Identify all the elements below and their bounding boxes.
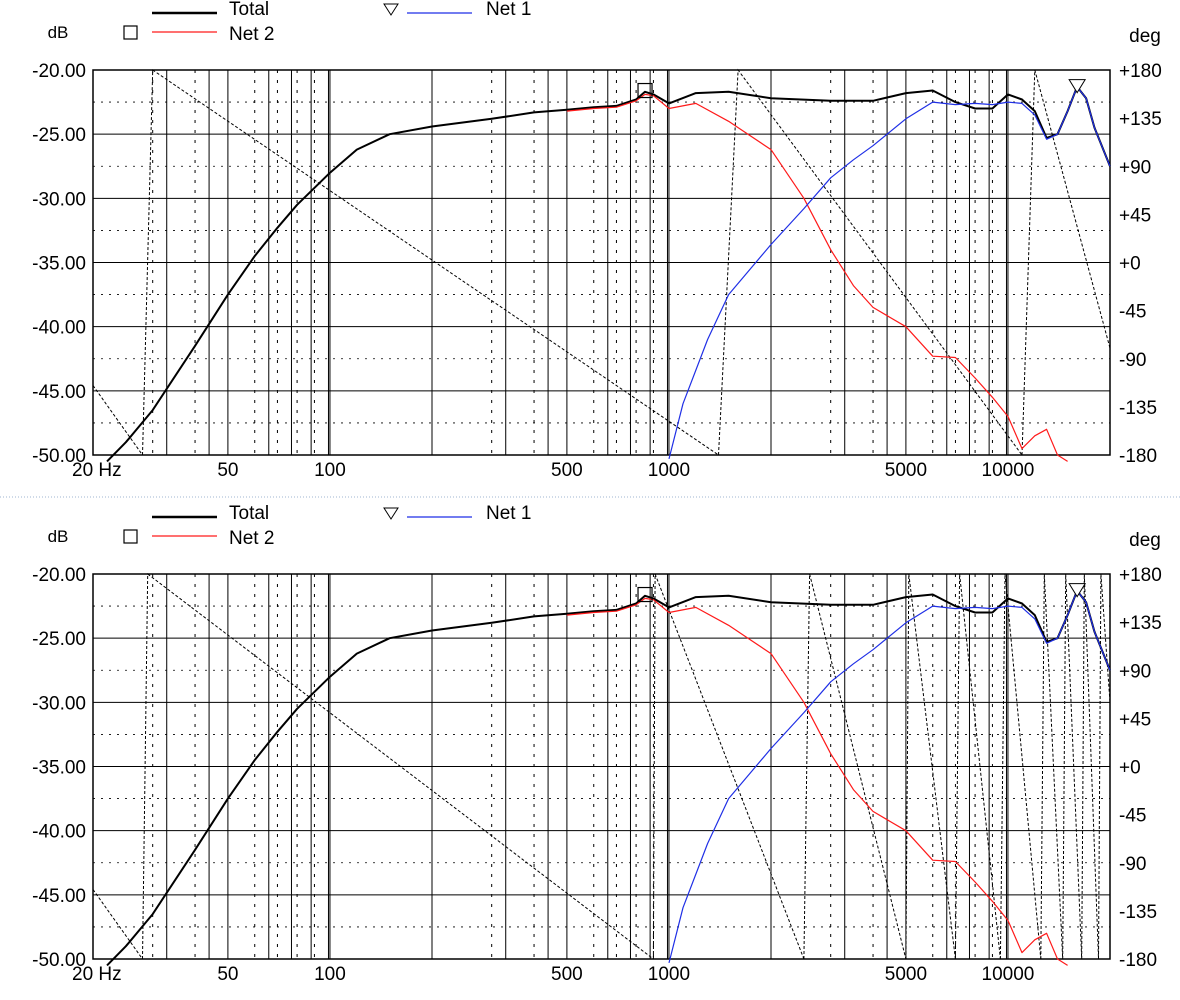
y2-tick-label: +90	[1119, 661, 1151, 682]
y-tick-label: -40.00	[32, 318, 86, 339]
x-tick-label: 5000	[885, 460, 927, 481]
phase-line	[999, 573, 1042, 960]
phase-line	[142, 573, 654, 960]
y-tick-label: -30.00	[32, 189, 86, 210]
square-marker	[637, 82, 653, 99]
legend: Total Net 2 Net 1	[123, 0, 531, 45]
y2-tick-label: +180	[1119, 61, 1162, 82]
phase-line	[92, 385, 143, 456]
legend-square-icon	[123, 529, 138, 544]
phase-line	[718, 68, 1023, 456]
y-tick-label: -35.00	[32, 758, 86, 779]
x-tick-label: 20 Hz	[72, 460, 122, 481]
legend-label-total: Total	[229, 503, 269, 524]
y-tick-label: -40.00	[32, 822, 86, 843]
y2-tick-label: -45	[1119, 806, 1146, 827]
series-line-total	[106, 85, 1111, 463]
series-line-total	[106, 589, 1111, 967]
legend-label-net1: Net 1	[486, 0, 531, 20]
x-tick-label: 100	[314, 964, 346, 985]
y-tick-label: -50.00	[32, 446, 86, 467]
y2-tick-label: -90	[1119, 350, 1146, 371]
triangle-marker	[1068, 79, 1087, 94]
phase-line	[803, 573, 907, 960]
y2-tick-label: +180	[1119, 565, 1162, 586]
phase-line	[905, 573, 956, 960]
square-marker	[637, 586, 653, 603]
chart-panel-2: dB -20.00 -25.00 -30.00 -35.00 -40.00 -45.00 -5…	[32, 503, 1162, 985]
y2-tick-label: +0	[1119, 758, 1141, 779]
legend-label-total: Total	[229, 0, 269, 20]
legend-label-net2: Net 2	[229, 528, 274, 549]
legend: Total Net 2 Net 1	[123, 503, 531, 549]
y2-tick-label: +0	[1119, 254, 1141, 275]
legend-triangle-icon	[383, 3, 399, 16]
phase-line	[652, 573, 805, 960]
y-tick-label: -20.00	[32, 565, 86, 586]
y-tick-label: -30.00	[32, 693, 86, 714]
y-tick-label: -25.00	[32, 629, 86, 650]
phase-traces	[92, 68, 1111, 456]
y2-tick-label: +135	[1119, 109, 1162, 130]
x-tick-label: 50	[217, 964, 238, 985]
x-tick-label: 20 Hz	[72, 964, 122, 985]
phase-line	[1021, 69, 1111, 456]
y-tick-label: -25.00	[32, 125, 86, 146]
y-tick-label: -50.00	[32, 950, 86, 971]
phase-line	[954, 573, 1001, 960]
magnitude-traces	[106, 85, 1111, 463]
y-tick-label: -20.00	[32, 61, 86, 82]
y2-tick-label: +90	[1119, 157, 1151, 178]
series-line-net-1	[668, 590, 1111, 964]
y2-tick-label: +45	[1119, 709, 1151, 730]
phase-line	[142, 69, 719, 456]
plot-frame	[92, 69, 1111, 456]
x-tick-label: 1000	[648, 460, 690, 481]
y2-tick-label: -135	[1119, 398, 1157, 419]
series-line-net-1	[668, 86, 1111, 460]
x-tick-label: 100	[314, 460, 346, 481]
phase-traces	[92, 573, 1111, 960]
y2-tick-label: -90	[1119, 854, 1146, 875]
x-tick-label: 10000	[982, 460, 1035, 481]
x-tick-label: 5000	[885, 964, 927, 985]
phase-line	[1062, 573, 1083, 960]
magnitude-traces	[106, 589, 1111, 967]
y2-axis-unit: deg	[1129, 26, 1161, 47]
phase-line	[1081, 573, 1099, 960]
grid-lines	[93, 69, 1110, 456]
triangle-marker	[1068, 583, 1087, 598]
y2-tick-label: -45	[1119, 302, 1146, 323]
x-tick-label: 500	[551, 460, 583, 481]
phase-line	[92, 889, 143, 960]
legend-square-icon	[123, 25, 138, 40]
y2-tick-label: -180	[1119, 950, 1157, 971]
series-line-net-2	[566, 93, 1068, 462]
x-tick-label: 1000	[648, 964, 690, 985]
phase-line	[1098, 573, 1111, 960]
legend-triangle-icon	[383, 507, 399, 520]
y-axis-unit: dB	[48, 23, 69, 42]
legend-label-net2: Net 2	[229, 24, 274, 45]
y2-tick-label: -180	[1119, 446, 1157, 467]
y-tick-label: -45.00	[32, 382, 86, 403]
legend-label-net1: Net 1	[486, 503, 531, 524]
x-tick-label: 10000	[982, 964, 1035, 985]
phase-line	[1040, 573, 1064, 960]
y-axis-unit: dB	[48, 527, 69, 546]
y-tick-label: -45.00	[32, 886, 86, 907]
y-tick-label: -35.00	[32, 254, 86, 275]
x-tick-label: 500	[551, 964, 583, 985]
chart-panel-1: dB -20.00 -25.00 -30.00 -35.00 -40.00 -45.00 -5…	[32, 0, 1162, 481]
series-line-net-2	[566, 597, 1068, 966]
y2-tick-label: +45	[1119, 205, 1151, 226]
plot-frame	[92, 573, 1111, 960]
y2-tick-label: -135	[1119, 902, 1157, 923]
x-tick-label: 50	[217, 460, 238, 481]
y2-axis-unit: deg	[1129, 530, 1161, 551]
y2-tick-label: +135	[1119, 613, 1162, 634]
